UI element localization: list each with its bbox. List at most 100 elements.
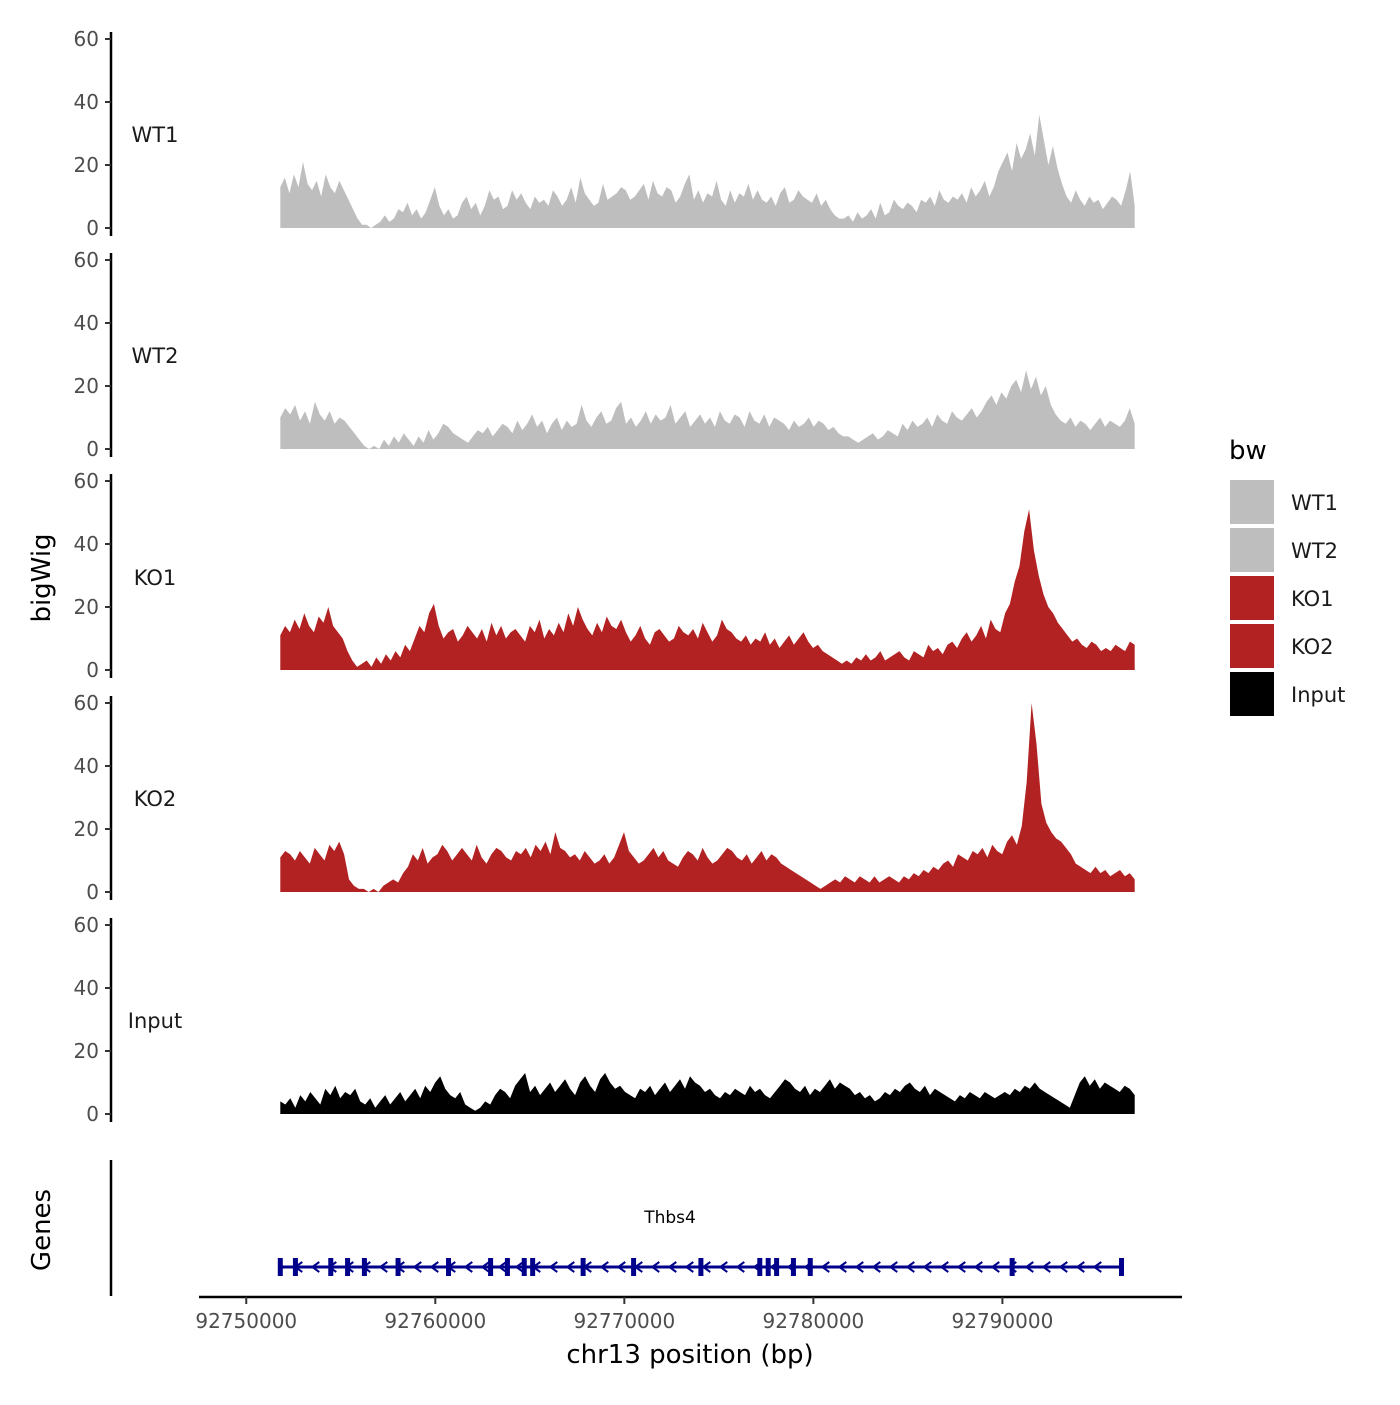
genes-track-title: Genes (27, 1189, 57, 1271)
strand-arrow (565, 1261, 575, 1273)
gene-exon (774, 1258, 780, 1276)
strand-arrow (378, 1261, 388, 1273)
strand-arrow (922, 1261, 932, 1273)
strand-arrow (650, 1261, 660, 1273)
y-tick-label: 0 (86, 216, 99, 240)
coverage-area-wt2 (280, 370, 1135, 449)
legend-label-input: Input (1291, 683, 1345, 707)
strand-arrow (599, 1261, 609, 1273)
strand-arrow (1092, 1261, 1102, 1273)
strand-arrow (514, 1261, 524, 1273)
strand-arrow (1041, 1261, 1051, 1273)
strand-arrow (463, 1261, 473, 1273)
y-tick-label: 40 (74, 311, 99, 335)
strand-arrow (684, 1261, 694, 1273)
gene-exon (807, 1258, 813, 1276)
strand-arrow (497, 1261, 507, 1273)
strand-arrow (718, 1261, 728, 1273)
gene-exon (1009, 1258, 1015, 1276)
strand-arrow (429, 1261, 439, 1273)
legend: bw WT1 WT2 KO1 KO2 Input (1229, 436, 1345, 716)
strand-arrow (888, 1261, 898, 1273)
y-axis-ko2: 0 20 40 60 (74, 691, 113, 904)
gene-label-thbs4: Thbs4 (643, 1208, 696, 1228)
y-tick-label: 20 (74, 1039, 99, 1063)
legend-key-input (1230, 672, 1274, 716)
y-tick-label: 0 (86, 658, 99, 682)
strand-arrow (939, 1261, 949, 1273)
legend-title: bw (1229, 436, 1267, 466)
gene-exon (277, 1258, 283, 1276)
coverage-area-input (280, 1073, 1135, 1114)
strand-arrow (803, 1261, 813, 1273)
strand-arrow (1024, 1261, 1034, 1273)
legend-label-wt1: WT1 (1291, 491, 1338, 515)
legend-label-ko2: KO2 (1291, 635, 1334, 659)
track-panel-wt1: WT1 0 20 40 60 (74, 27, 1135, 240)
gene-model-thbs4 (277, 1258, 1125, 1276)
strand-arrow (344, 1261, 354, 1273)
strand-arrow (480, 1261, 490, 1273)
x-tick-label: 92760000 (384, 1309, 486, 1333)
strand-arrow (752, 1261, 762, 1273)
track-label-wt2: WT2 (132, 344, 179, 368)
gene-exon (488, 1258, 494, 1276)
y-tick-label: 60 (74, 248, 99, 272)
strand-arrow (582, 1261, 592, 1273)
strand-arrow (854, 1261, 864, 1273)
strand-arrow (361, 1261, 371, 1273)
y-axis-input: 0 20 40 60 (74, 913, 113, 1126)
gene-exon (504, 1258, 510, 1276)
legend-key-ko2 (1230, 624, 1274, 668)
strand-arrow (786, 1261, 796, 1273)
y-tick-label: 20 (74, 153, 99, 177)
strand-arrow (395, 1261, 405, 1273)
y-tick-label: 0 (86, 880, 99, 904)
strand-arrow (837, 1261, 847, 1273)
strand-arrow (1058, 1261, 1068, 1273)
coverage-area-ko2 (280, 703, 1135, 892)
x-tick-label: 92780000 (762, 1309, 864, 1333)
x-axis: 92750000 92760000 92770000 92780000 92790000… (195, 1295, 1182, 1370)
y-axis-title: bigWig (27, 533, 57, 622)
gene-exon (790, 1258, 796, 1276)
strand-arrow (973, 1261, 983, 1273)
legend-label-wt2: WT2 (1291, 539, 1338, 563)
track-panel-wt2: WT2 0 20 40 60 (74, 248, 1135, 461)
track-label-ko2: KO2 (134, 787, 177, 811)
y-axis-wt1: 0 20 40 60 (74, 27, 113, 240)
strand-arrow (446, 1261, 456, 1273)
strand-arrow (412, 1261, 422, 1273)
y-tick-label: 20 (74, 374, 99, 398)
y-tick-label: 60 (74, 691, 99, 715)
strand-arrow (310, 1261, 320, 1273)
legend-key-wt1 (1230, 480, 1274, 524)
strand-arrow (1007, 1261, 1017, 1273)
x-tick-label: 92790000 (952, 1309, 1054, 1333)
gene-exon (1119, 1258, 1125, 1276)
y-tick-label: 40 (74, 532, 99, 556)
strand-arrow (990, 1261, 1000, 1273)
strand-arrow (531, 1261, 541, 1273)
genes-track: Genes Thbs4 (27, 1160, 1125, 1296)
strand-arrow (871, 1261, 881, 1273)
track-panel-input: Input 0 20 40 60 (74, 913, 1135, 1126)
y-tick-label: 0 (86, 1102, 99, 1126)
y-tick-label: 60 (74, 913, 99, 937)
gene-exon (521, 1258, 527, 1276)
legend-key-ko1 (1230, 576, 1274, 620)
strand-arrow (1075, 1261, 1085, 1273)
strand-arrow (956, 1261, 966, 1273)
y-tick-label: 60 (74, 469, 99, 493)
coverage-area-wt1 (280, 114, 1135, 228)
y-tick-label: 0 (86, 437, 99, 461)
y-tick-label: 40 (74, 90, 99, 114)
track-label-wt1: WT1 (132, 123, 179, 147)
strand-arrow (633, 1261, 643, 1273)
strand-arrow (293, 1261, 303, 1273)
track-label-input: Input (128, 1009, 182, 1033)
strand-arrow (667, 1261, 677, 1273)
strand-arrow (616, 1261, 626, 1273)
strand-arrow (905, 1261, 915, 1273)
